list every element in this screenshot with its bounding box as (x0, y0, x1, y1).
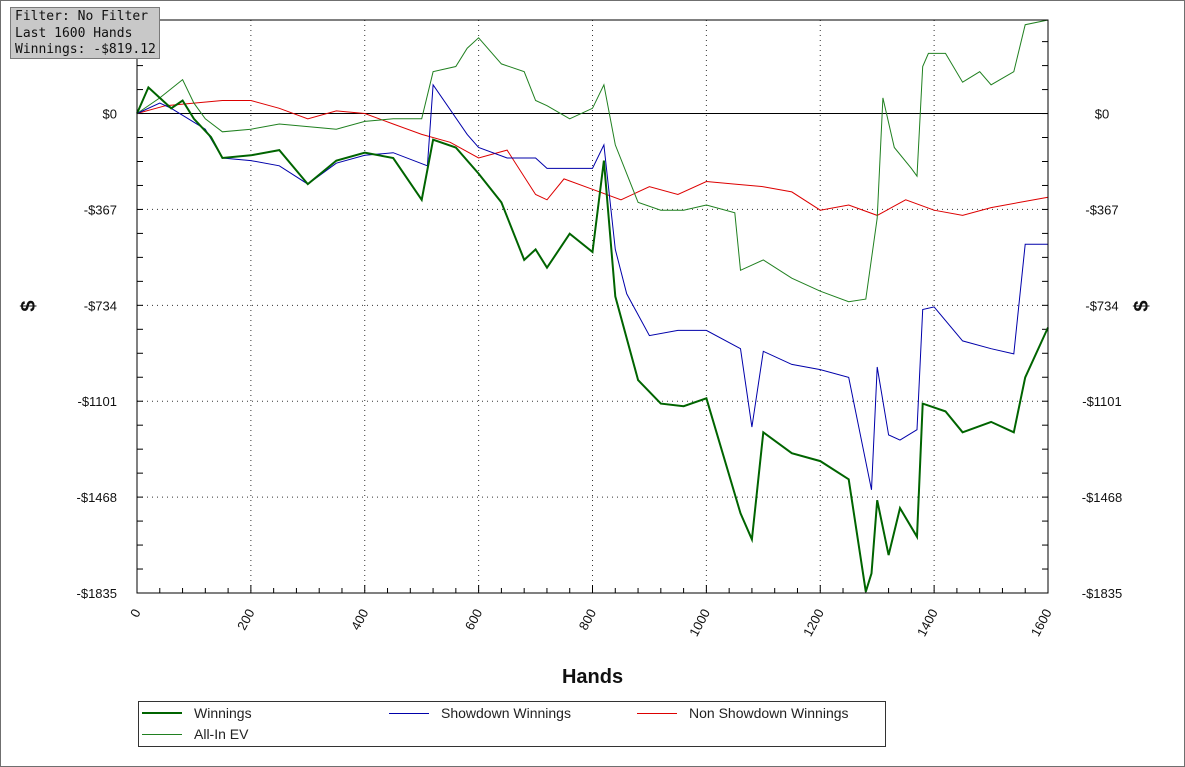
x-tick-label: 400 (348, 606, 371, 632)
x-tick-label: 1600 (1028, 606, 1055, 639)
grid (137, 20, 1048, 594)
y-tick-label-right: -$367 (1085, 202, 1118, 217)
series-lines (136, 19, 1049, 592)
legend-label-all-in-ev: All-In EV (194, 726, 249, 742)
legend-item-non-showdown: Non Showdown Winnings (637, 703, 849, 723)
hands-range-label: Last 1600 Hands (15, 25, 133, 41)
y-tick-label-right: $0 (1095, 107, 1109, 122)
filter-label: Filter: No Filter (15, 9, 149, 24)
y-tick-label-left: $0 (103, 107, 117, 122)
x-tick-label: 600 (462, 606, 485, 632)
x-tick-label: 200 (234, 606, 257, 632)
legend-swatch-showdown (389, 712, 429, 714)
tick-labels: $0 $0 -$367 -$367 -$734 -$734 -$1101 -$1101 -$14… (77, 107, 1123, 639)
y-axis-title-left: $ (18, 300, 40, 311)
legend-item-showdown: Showdown Winnings (389, 703, 571, 723)
legend-item-all-in-ev: All-In EV (142, 724, 248, 744)
x-axis-title: Hands (562, 666, 623, 688)
legend: Winnings Showdown Winnings Non Showdown … (138, 701, 886, 747)
legend-swatch-all-in-ev (142, 733, 182, 735)
y-axis-title-right: $ (1131, 300, 1153, 311)
legend-label-non-showdown: Non Showdown Winnings (689, 705, 849, 721)
plot-area-border (136, 19, 1049, 594)
legend-item-winnings: Winnings (142, 703, 252, 723)
x-tick-label: 1000 (686, 606, 713, 639)
y-tick-label-right: -$734 (1085, 298, 1118, 313)
series-line-all-in-ev (136, 19, 1049, 303)
series-line-winnings (136, 85, 1049, 592)
x-tick-label: 800 (576, 606, 599, 632)
y-tick-label-right: -$1835 (1082, 586, 1122, 601)
winnings-total-label: Winnings: -$819.12 (15, 42, 155, 57)
legend-label-winnings: Winnings (194, 705, 252, 721)
legend-label-showdown: Showdown Winnings (441, 705, 571, 721)
y-tick-label-left: -$367 (84, 202, 117, 217)
x-tick-label: 0 (127, 606, 144, 619)
y-tick-label-left: -$1468 (77, 490, 117, 505)
y-tick-label-left: -$734 (84, 298, 117, 313)
legend-swatch-non-showdown (637, 712, 677, 714)
series-line-non-showdown-winnings (136, 100, 1049, 216)
x-tick-label: 1400 (914, 606, 941, 639)
y-tick-label-left: -$1101 (77, 394, 117, 409)
y-tick-label-right: -$1468 (1082, 490, 1122, 505)
filter-info-box: Filter: No Filter Last 1600 Hands Winnin… (10, 7, 160, 59)
y-tick-label-left: -$1835 (77, 586, 117, 601)
y-tick-label-right: -$1101 (1082, 394, 1122, 409)
x-tick-label: 1200 (800, 606, 827, 639)
legend-swatch-winnings (142, 712, 182, 714)
